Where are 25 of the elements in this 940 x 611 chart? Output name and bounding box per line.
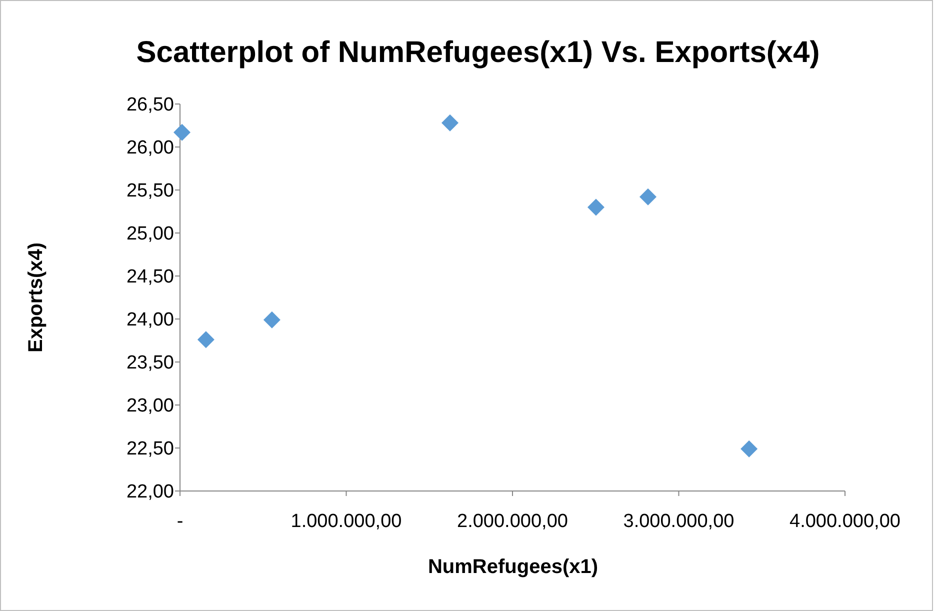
y-tick-label: 26,50 [126,94,174,116]
point [441,114,458,132]
point [197,331,214,348]
y-tick-label: 25,50 [126,180,174,202]
point [173,124,190,141]
y-axis-title: Exports(x4) [25,242,47,353]
point [263,311,280,328]
y-tick-label: 24,00 [126,310,174,331]
point [639,188,656,206]
y-tick-label: 22,00 [126,482,174,503]
y-tick-label: 24,50 [126,266,174,288]
x-axis-title: NumRefugees(x1) [428,556,598,578]
y-tick-label: 26,00 [126,138,174,159]
y-tick-label: 23,50 [126,352,174,374]
point [587,198,604,216]
x-tick-label: 3.000.000,00 [623,511,734,532]
x-tick-label: - [176,511,184,532]
x-tick-label: 2.000.000,00 [457,511,568,532]
point [740,440,758,458]
y-tick-label: 22,50 [126,438,174,460]
y-tick-label: 23,00 [126,396,174,417]
x-tick-label: 1.000.000,00 [290,511,402,532]
y-tick-label: 25,00 [126,224,174,245]
x-tick-label: 4.000.000,00 [790,511,900,532]
chart-title: Scatterplot of NumRefugees(x1) Vs. Exports(x4) [136,36,820,69]
